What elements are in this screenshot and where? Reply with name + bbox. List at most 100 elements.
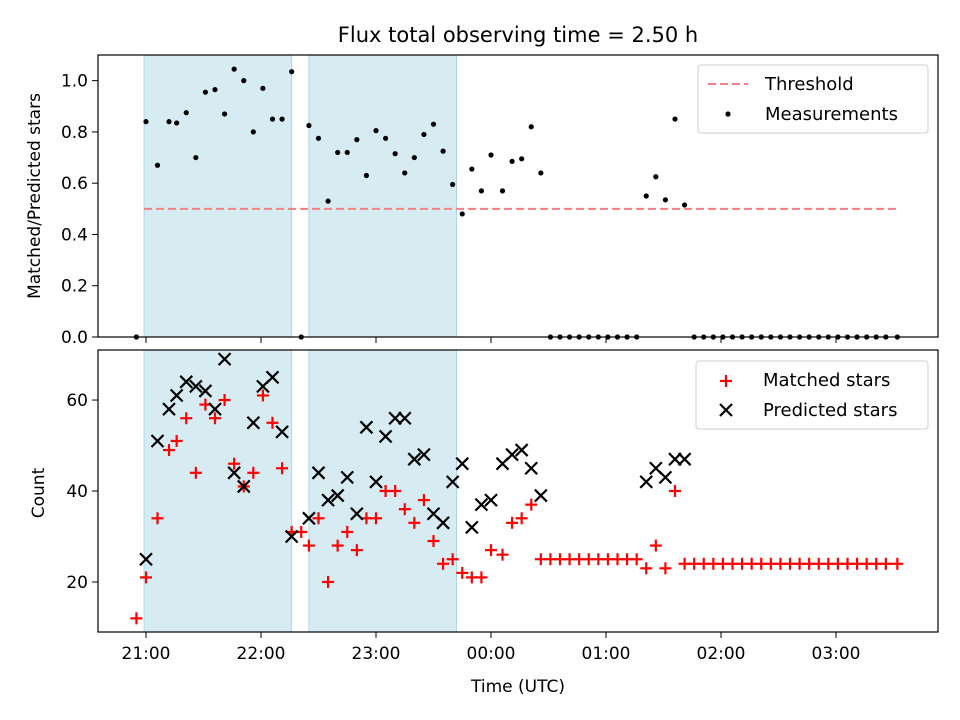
matched-star-marker	[189, 466, 202, 479]
measurement-point	[143, 119, 149, 125]
observing-window-1	[143, 54, 293, 338]
measurement-point	[193, 154, 199, 161]
matched-star-marker	[140, 571, 152, 584]
matched-star-marker	[209, 412, 221, 425]
measurement-point	[250, 129, 256, 135]
predicted-star-marker	[139, 552, 153, 567]
measurement-point	[440, 148, 446, 154]
measurement-point	[279, 116, 285, 122]
matched-star-marker	[370, 512, 382, 525]
measurement-point	[528, 124, 534, 130]
matched-star-marker	[170, 434, 183, 447]
x-axis-label: Time (UTC)	[470, 677, 565, 697]
matched-star-marker	[506, 516, 519, 529]
predicted-star-marker	[514, 443, 529, 457]
bottom-legend: Matched stars Predicted stars	[695, 360, 929, 430]
predicted-star-marker	[388, 411, 402, 426]
predicted-star-marker	[407, 452, 422, 466]
matched-star-marker	[322, 575, 335, 588]
measurement-point	[363, 172, 370, 179]
y-tick-label: 60	[66, 391, 88, 411]
measurement-point	[402, 170, 408, 176]
legend-predicted-label: Predicted stars	[763, 400, 897, 421]
predicted-star-marker	[445, 475, 460, 489]
predicted-star-marker	[677, 452, 692, 466]
predicted-star-marker	[465, 520, 479, 535]
matched-star-marker	[640, 562, 653, 575]
matched-star-marker	[630, 553, 643, 566]
matched-star-marker	[312, 512, 325, 525]
top-y-ticks: 0.0 0.2 0.4 0.6 0.8 1.0	[61, 72, 98, 348]
y-tick-label: 40	[66, 482, 88, 502]
legend-matched-swatch	[720, 375, 732, 387]
measurement-point	[166, 119, 172, 125]
top-legend-box	[697, 64, 929, 134]
measurement-point	[289, 69, 295, 75]
measurement-point	[260, 85, 266, 91]
predicted-star-marker	[436, 516, 450, 530]
y-tick-label: 0.0	[61, 328, 88, 348]
predicted-star-marker	[265, 370, 280, 385]
predicted-star-marker	[198, 384, 213, 398]
predicted-star-marker	[162, 402, 176, 416]
predicted-star-marker	[639, 475, 654, 489]
matched-star-marker	[163, 444, 175, 457]
legend-measurements-label: Measurements	[765, 104, 898, 125]
predicted-star-marker	[359, 420, 374, 435]
matched-star-marker	[659, 562, 672, 575]
matched-star-marker	[891, 557, 904, 570]
top-x-ticks	[145, 337, 837, 343]
legend-predicted-swatch	[719, 403, 733, 417]
predicted-star-marker	[321, 493, 335, 507]
predicted-star-marker	[350, 506, 364, 521]
predicted-star-marker	[302, 511, 316, 526]
measurement-point	[519, 156, 525, 162]
predicted-star-marker	[455, 456, 470, 471]
measurement-point	[325, 198, 331, 204]
predicted-star-marker	[217, 352, 232, 366]
measurement-point	[241, 78, 247, 84]
matched-star-marker	[525, 498, 538, 511]
x-tick-label: 01:00	[582, 644, 631, 664]
measurement-point	[421, 131, 427, 138]
measurement-point	[430, 121, 437, 127]
legend-matched-label: Matched stars	[763, 370, 890, 391]
top-y-axis-label: Matched/Predicted stars	[25, 93, 45, 299]
bottom-y-axis-label: Count	[29, 467, 49, 518]
matched-star-marker	[302, 539, 315, 552]
matched-star-marker	[276, 462, 289, 475]
matched-star-marker	[389, 485, 402, 497]
matched-star-marker	[350, 544, 363, 557]
bottom-y-ticks: 20 40 60	[66, 391, 98, 593]
predicted-star-marker	[524, 461, 539, 476]
y-tick-label: 0.2	[61, 277, 88, 297]
matched-star-marker	[408, 516, 421, 529]
measurement-point	[231, 66, 237, 72]
predicted-star-marker	[189, 379, 203, 394]
measurement-point	[212, 87, 218, 93]
measurement-point	[269, 116, 276, 122]
measurement-point	[459, 211, 465, 217]
matched-star-marker	[331, 539, 344, 552]
matched-star-marker	[456, 566, 469, 579]
measurement-point	[509, 158, 515, 164]
matched-star-marker	[649, 539, 662, 552]
predicted-star-marker	[227, 466, 241, 480]
measurement-point	[335, 149, 341, 156]
matched-star-marker	[879, 557, 892, 570]
measurement-point	[672, 116, 678, 122]
measurement-point	[411, 154, 417, 161]
top-panel: 0.0 0.2 0.4 0.6 0.8 1.0 Matched/Predicted sta…	[25, 54, 939, 348]
matched-star-marker	[437, 557, 450, 570]
predicted-star-marker	[284, 529, 299, 544]
chart-title: Flux total observing time = 2.50 h	[338, 23, 698, 47]
x-tick-label: 02:00	[697, 644, 746, 664]
y-tick-label: 0.6	[61, 174, 88, 194]
matched-star-marker	[485, 544, 497, 557]
measurement-point	[354, 137, 360, 143]
predicted-star-marker	[397, 411, 412, 426]
bottom-points	[130, 352, 904, 625]
measurement-point	[183, 110, 189, 116]
measurement-point	[174, 120, 180, 126]
measurement-point	[306, 122, 312, 129]
